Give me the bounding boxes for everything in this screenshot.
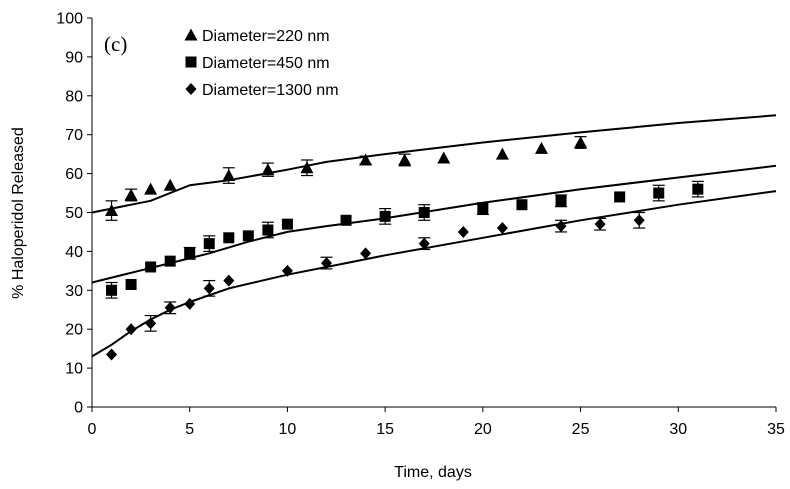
legend-label-1: Diameter=220 nm bbox=[202, 28, 330, 45]
data-point-series-2 bbox=[614, 191, 626, 203]
data-point-series-2 bbox=[164, 255, 176, 267]
data-point-series-3 bbox=[184, 297, 196, 310]
data-markers bbox=[105, 135, 704, 361]
data-point-series-1 bbox=[261, 163, 275, 176]
data-point-series-2 bbox=[203, 238, 215, 250]
legend-marker-2 bbox=[185, 56, 197, 68]
data-point-series-3 bbox=[223, 274, 235, 287]
data-point-series-3 bbox=[594, 218, 606, 231]
data-point-series-2 bbox=[555, 195, 567, 207]
y-tick-label: 70 bbox=[65, 127, 83, 144]
x-tick-label: 30 bbox=[669, 421, 687, 438]
y-tick-label: 80 bbox=[65, 88, 83, 105]
y-tick-label: 100 bbox=[56, 11, 83, 28]
data-point-series-3 bbox=[203, 282, 215, 295]
y-tick-label: 20 bbox=[65, 322, 83, 339]
panel-label: (c) bbox=[104, 32, 127, 56]
axes: 0 10 20 30 40 50 60 70 80 90 100 0 5 10 15 20 25 30 35 bbox=[56, 11, 785, 439]
data-point-series-3 bbox=[281, 264, 293, 277]
y-tick-label: 90 bbox=[65, 49, 83, 66]
data-point-series-1 bbox=[437, 151, 451, 164]
y-tick-label: 60 bbox=[65, 166, 83, 183]
legend-marker-3 bbox=[185, 83, 197, 95]
data-point-series-3 bbox=[125, 323, 137, 336]
data-point-series-2 bbox=[281, 218, 293, 230]
data-point-series-3 bbox=[633, 214, 645, 227]
data-point-series-1 bbox=[105, 204, 119, 217]
fit-curve-1 bbox=[91, 114, 777, 214]
y-axis-title: % Haloperidol Released bbox=[10, 127, 27, 299]
x-tick-label: 0 bbox=[88, 421, 97, 438]
data-point-series-3 bbox=[145, 317, 157, 330]
data-point-series-3 bbox=[106, 348, 118, 361]
data-point-series-1 bbox=[163, 178, 177, 191]
y-tick-label: 30 bbox=[65, 283, 83, 300]
fit-curves bbox=[91, 114, 777, 358]
data-point-series-2 bbox=[223, 232, 235, 244]
data-point-series-2 bbox=[516, 199, 528, 211]
data-point-series-2 bbox=[184, 247, 196, 259]
y-tick-label: 10 bbox=[65, 361, 83, 378]
data-point-series-3 bbox=[360, 247, 372, 260]
data-point-series-3 bbox=[164, 301, 176, 314]
data-point-series-1 bbox=[124, 188, 138, 201]
data-point-series-2 bbox=[125, 278, 137, 290]
data-point-series-3 bbox=[418, 237, 430, 250]
x-tick-label: 35 bbox=[767, 421, 785, 438]
data-point-series-2 bbox=[653, 187, 665, 199]
x-tick-label: 10 bbox=[279, 421, 297, 438]
data-point-series-2 bbox=[262, 224, 274, 236]
x-axis-title: Time, days bbox=[394, 464, 472, 481]
data-point-series-2 bbox=[379, 210, 391, 222]
y-tick-label: 50 bbox=[65, 205, 83, 222]
y-tick-label: 0 bbox=[74, 400, 83, 417]
fit-curve-3 bbox=[91, 190, 777, 358]
x-tick-label: 15 bbox=[376, 421, 394, 438]
data-point-series-1 bbox=[534, 141, 548, 154]
data-point-series-1 bbox=[222, 169, 236, 182]
data-point-series-1 bbox=[300, 161, 314, 174]
fit-curve-2 bbox=[91, 164, 777, 284]
data-point-series-3 bbox=[457, 225, 469, 238]
data-point-series-2 bbox=[340, 214, 352, 226]
data-point-series-2 bbox=[242, 230, 254, 242]
legend-marker-1 bbox=[184, 28, 198, 41]
data-point-series-1 bbox=[144, 182, 158, 195]
data-point-series-1 bbox=[398, 153, 412, 166]
data-point-series-1 bbox=[495, 147, 509, 160]
data-point-series-2 bbox=[692, 183, 704, 195]
legend-label-3: Diameter=1300 nm bbox=[202, 82, 339, 99]
data-point-series-2 bbox=[145, 261, 157, 273]
data-point-series-1 bbox=[574, 135, 588, 148]
legend: Diameter=220 nm Diameter=450 nm Diameter=1… bbox=[184, 28, 339, 99]
data-point-series-2 bbox=[477, 203, 489, 215]
data-point-series-1 bbox=[359, 153, 373, 166]
data-point-series-3 bbox=[496, 222, 508, 235]
data-point-series-3 bbox=[555, 220, 567, 233]
x-tick-label: 20 bbox=[474, 421, 492, 438]
data-point-series-2 bbox=[418, 207, 430, 218]
data-point-series-2 bbox=[106, 284, 118, 296]
y-tick-label: 40 bbox=[65, 244, 83, 261]
data-point-series-3 bbox=[321, 257, 333, 270]
x-tick-label: 25 bbox=[572, 421, 590, 438]
legend-label-2: Diameter=450 nm bbox=[202, 55, 330, 72]
x-tick-label: 5 bbox=[185, 421, 194, 438]
